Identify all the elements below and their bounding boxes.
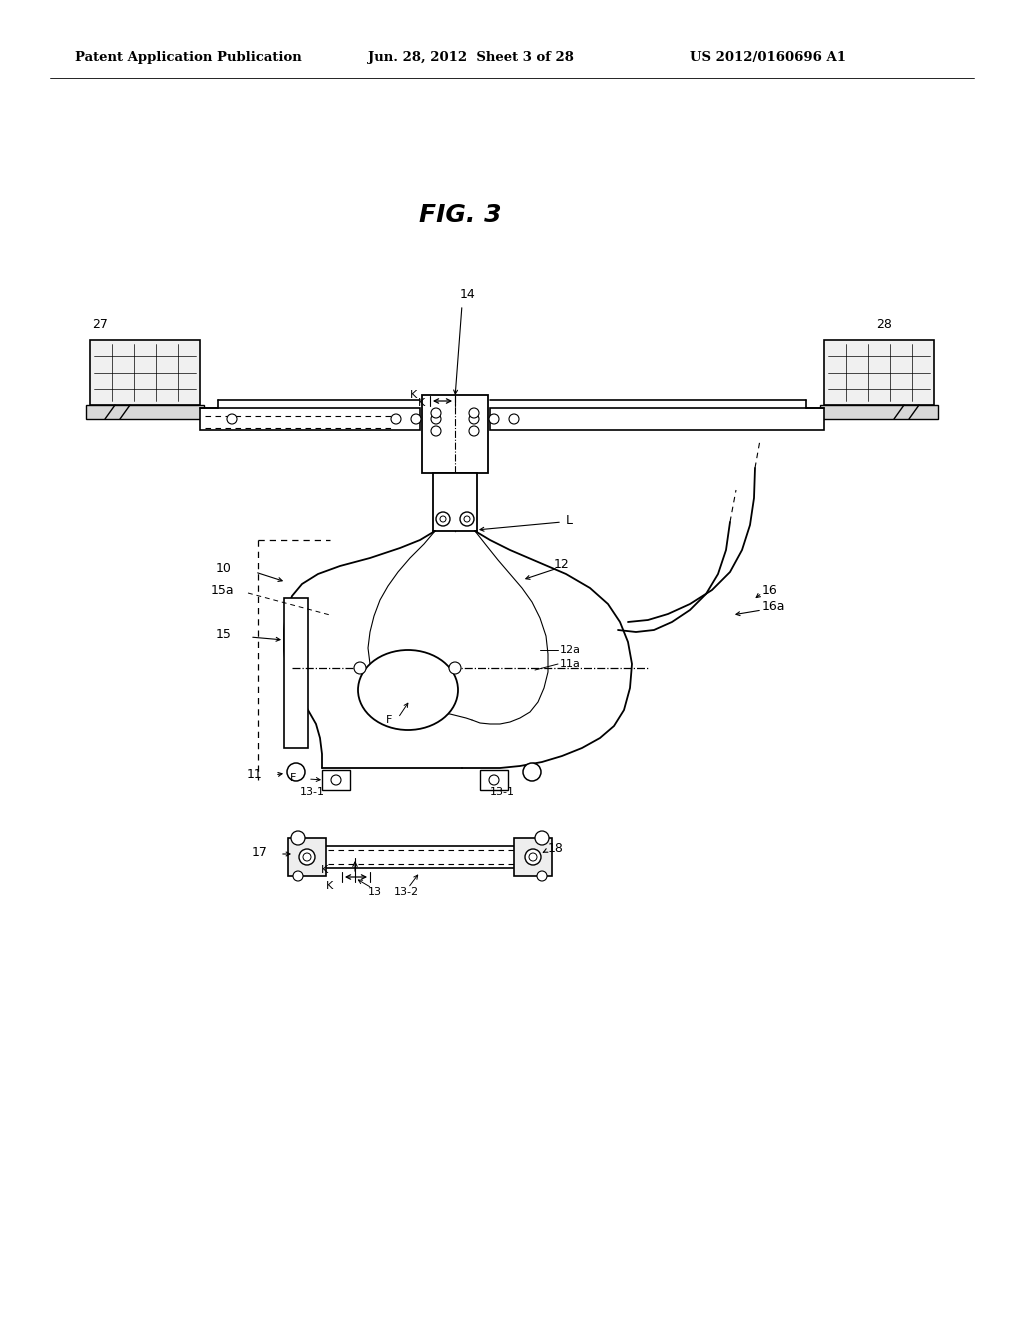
Text: 18: 18 xyxy=(548,842,564,854)
Text: 12: 12 xyxy=(554,558,569,572)
Bar xyxy=(288,838,326,876)
Text: 27: 27 xyxy=(92,318,108,331)
Text: 14: 14 xyxy=(460,289,476,301)
Circle shape xyxy=(489,775,499,785)
Circle shape xyxy=(440,516,446,521)
Text: K: K xyxy=(418,399,425,408)
Text: K: K xyxy=(321,865,328,875)
Circle shape xyxy=(509,414,519,424)
Text: 15: 15 xyxy=(216,628,232,642)
Bar xyxy=(90,341,200,405)
Text: F: F xyxy=(386,715,392,725)
Circle shape xyxy=(299,849,315,865)
Circle shape xyxy=(354,663,366,675)
Circle shape xyxy=(436,512,450,525)
Text: Patent Application Publication: Patent Application Publication xyxy=(75,51,302,65)
Circle shape xyxy=(431,426,441,436)
Text: 17: 17 xyxy=(252,846,268,859)
Circle shape xyxy=(449,663,461,675)
Text: FIG. 3: FIG. 3 xyxy=(419,203,502,227)
Circle shape xyxy=(525,849,541,865)
Circle shape xyxy=(523,763,541,781)
Bar xyxy=(322,770,350,789)
Circle shape xyxy=(331,775,341,785)
Text: 11: 11 xyxy=(246,767,262,780)
Circle shape xyxy=(469,414,479,424)
Circle shape xyxy=(303,853,311,861)
Bar xyxy=(86,405,204,418)
Circle shape xyxy=(391,414,401,424)
Circle shape xyxy=(489,414,499,424)
Circle shape xyxy=(460,512,474,525)
Circle shape xyxy=(537,871,547,880)
Circle shape xyxy=(287,763,305,781)
Bar xyxy=(820,405,938,418)
Bar xyxy=(422,395,488,473)
Ellipse shape xyxy=(358,649,458,730)
Text: 13-1: 13-1 xyxy=(490,787,515,797)
Circle shape xyxy=(469,408,479,418)
Text: US 2012/0160696 A1: US 2012/0160696 A1 xyxy=(690,51,846,65)
Circle shape xyxy=(464,516,470,521)
Bar xyxy=(284,598,308,748)
Circle shape xyxy=(431,414,441,424)
Circle shape xyxy=(293,871,303,880)
Circle shape xyxy=(431,408,441,418)
Circle shape xyxy=(291,832,305,845)
Text: 16: 16 xyxy=(762,583,778,597)
Text: L: L xyxy=(566,513,573,527)
Bar xyxy=(480,770,508,789)
Circle shape xyxy=(469,426,479,436)
Text: 15a: 15a xyxy=(210,583,234,597)
Bar xyxy=(200,408,420,430)
Bar xyxy=(490,408,824,430)
Circle shape xyxy=(227,414,237,424)
Text: Jun. 28, 2012  Sheet 3 of 28: Jun. 28, 2012 Sheet 3 of 28 xyxy=(368,51,573,65)
Text: 16a: 16a xyxy=(762,601,785,614)
Text: 11a: 11a xyxy=(560,659,581,669)
Bar xyxy=(514,838,552,876)
Text: 28: 28 xyxy=(877,318,892,331)
Text: F: F xyxy=(290,774,296,783)
Text: 13: 13 xyxy=(368,887,382,898)
Text: K: K xyxy=(326,880,333,891)
Circle shape xyxy=(535,832,549,845)
Text: 13-1: 13-1 xyxy=(300,787,325,797)
Circle shape xyxy=(529,853,537,861)
Text: 13-2: 13-2 xyxy=(394,887,419,898)
Bar xyxy=(300,846,540,869)
Text: 10: 10 xyxy=(216,561,232,574)
Bar xyxy=(824,341,934,405)
Circle shape xyxy=(411,414,421,424)
Text: K: K xyxy=(410,389,417,400)
Bar xyxy=(433,473,477,531)
Text: 12a: 12a xyxy=(560,645,581,655)
